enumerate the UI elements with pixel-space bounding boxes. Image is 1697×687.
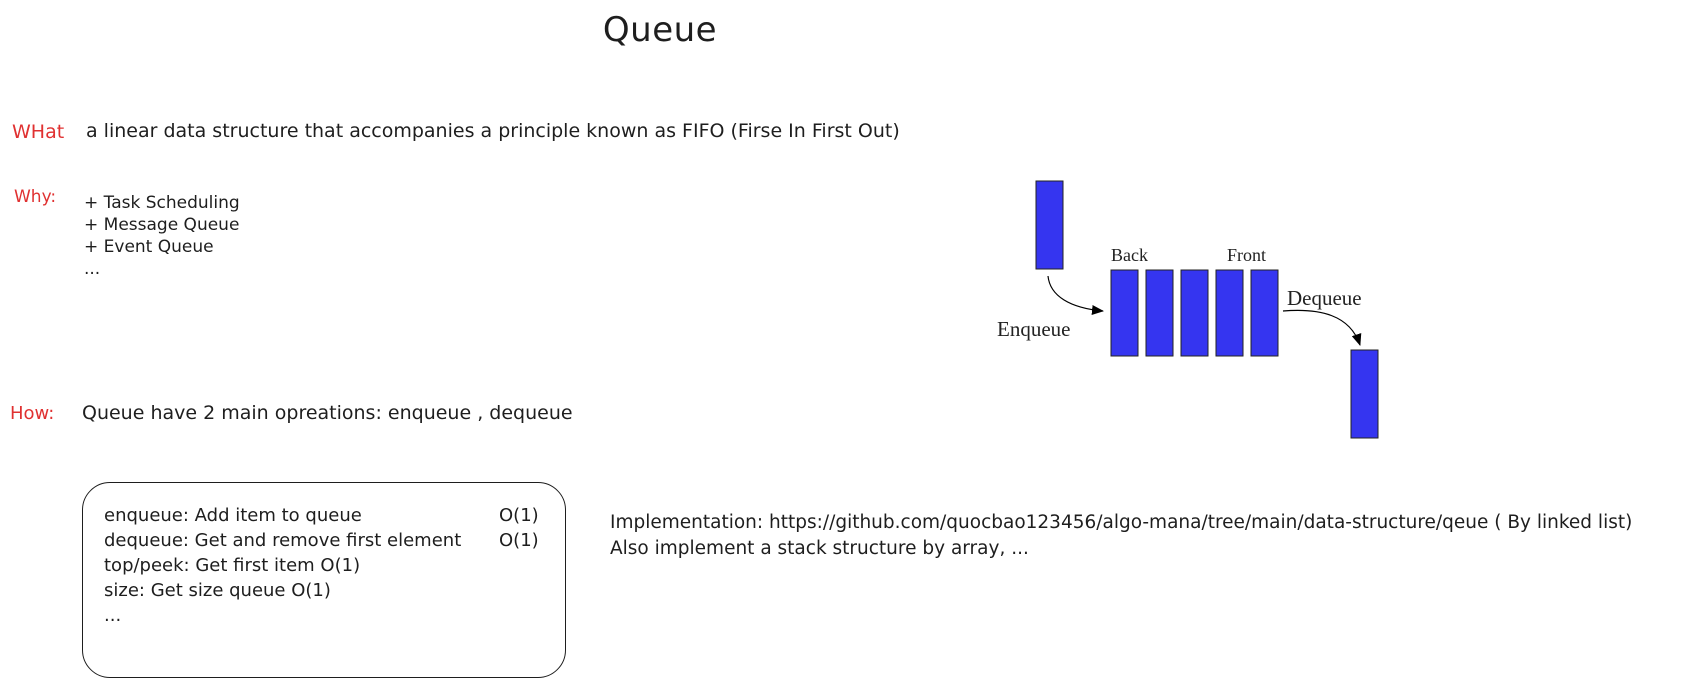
why-item: + Event Queue bbox=[84, 237, 214, 257]
operation-row: size: Get size queue O(1) bbox=[104, 578, 534, 603]
operation-text: dequeue: Get and remove first element bbox=[104, 530, 462, 551]
operation-cost: O(1) bbox=[499, 505, 539, 526]
enqueue-label: Enqueue bbox=[997, 317, 1070, 341]
implementation-link-text: Implementation: https://github.com/quocb… bbox=[610, 512, 1633, 533]
why-item: + Task Scheduling bbox=[84, 193, 240, 213]
operation-row: dequeue: Get and remove first element O(… bbox=[104, 528, 539, 553]
page-title: Queue bbox=[602, 10, 718, 50]
operation-text: ... bbox=[104, 605, 122, 626]
why-list: + Task Scheduling + Message Queue + Even… bbox=[84, 192, 240, 280]
how-label: How: bbox=[10, 403, 55, 424]
what-label: WHat bbox=[12, 121, 65, 143]
enqueue-block bbox=[1035, 180, 1064, 270]
operation-text: enqueue: Add item to queue bbox=[104, 505, 362, 526]
operation-cost: O(1) bbox=[499, 530, 539, 551]
queue-block bbox=[1145, 269, 1174, 357]
operation-row: ... bbox=[104, 603, 534, 628]
implementation-note: Implementation: https://github.com/quocb… bbox=[610, 510, 1632, 562]
queue-block bbox=[1215, 269, 1244, 357]
queue-block bbox=[1250, 269, 1279, 357]
dequeue-block bbox=[1350, 349, 1379, 439]
queue-blocks bbox=[1110, 269, 1279, 357]
operations-list: enqueue: Add item to queue O(1) dequeue:… bbox=[104, 503, 539, 628]
what-text: a linear data structure that accompanies… bbox=[86, 120, 900, 142]
operations-box bbox=[82, 482, 566, 678]
operation-text: size: Get size queue O(1) bbox=[104, 580, 331, 601]
operation-row: enqueue: Add item to queue O(1) bbox=[104, 503, 539, 528]
how-text: Queue have 2 main opreations: enqueue , … bbox=[82, 402, 573, 424]
enqueue-arrow bbox=[1047, 275, 1104, 315]
operation-text: top/peek: Get first item O(1) bbox=[104, 555, 361, 576]
dequeue-label: Dequeue bbox=[1287, 286, 1362, 310]
queue-block bbox=[1180, 269, 1209, 357]
why-item: ... bbox=[84, 259, 101, 279]
implementation-extra-text: Also implement a stack structure by arra… bbox=[610, 538, 1029, 559]
why-item: + Message Queue bbox=[84, 215, 240, 235]
queue-block bbox=[1110, 269, 1139, 357]
back-label: Back bbox=[1111, 245, 1148, 265]
dequeue-arrow bbox=[1282, 309, 1362, 346]
operation-row: top/peek: Get first item O(1) bbox=[104, 553, 534, 578]
front-label: Front bbox=[1227, 245, 1266, 265]
why-label: Why: bbox=[14, 187, 57, 207]
